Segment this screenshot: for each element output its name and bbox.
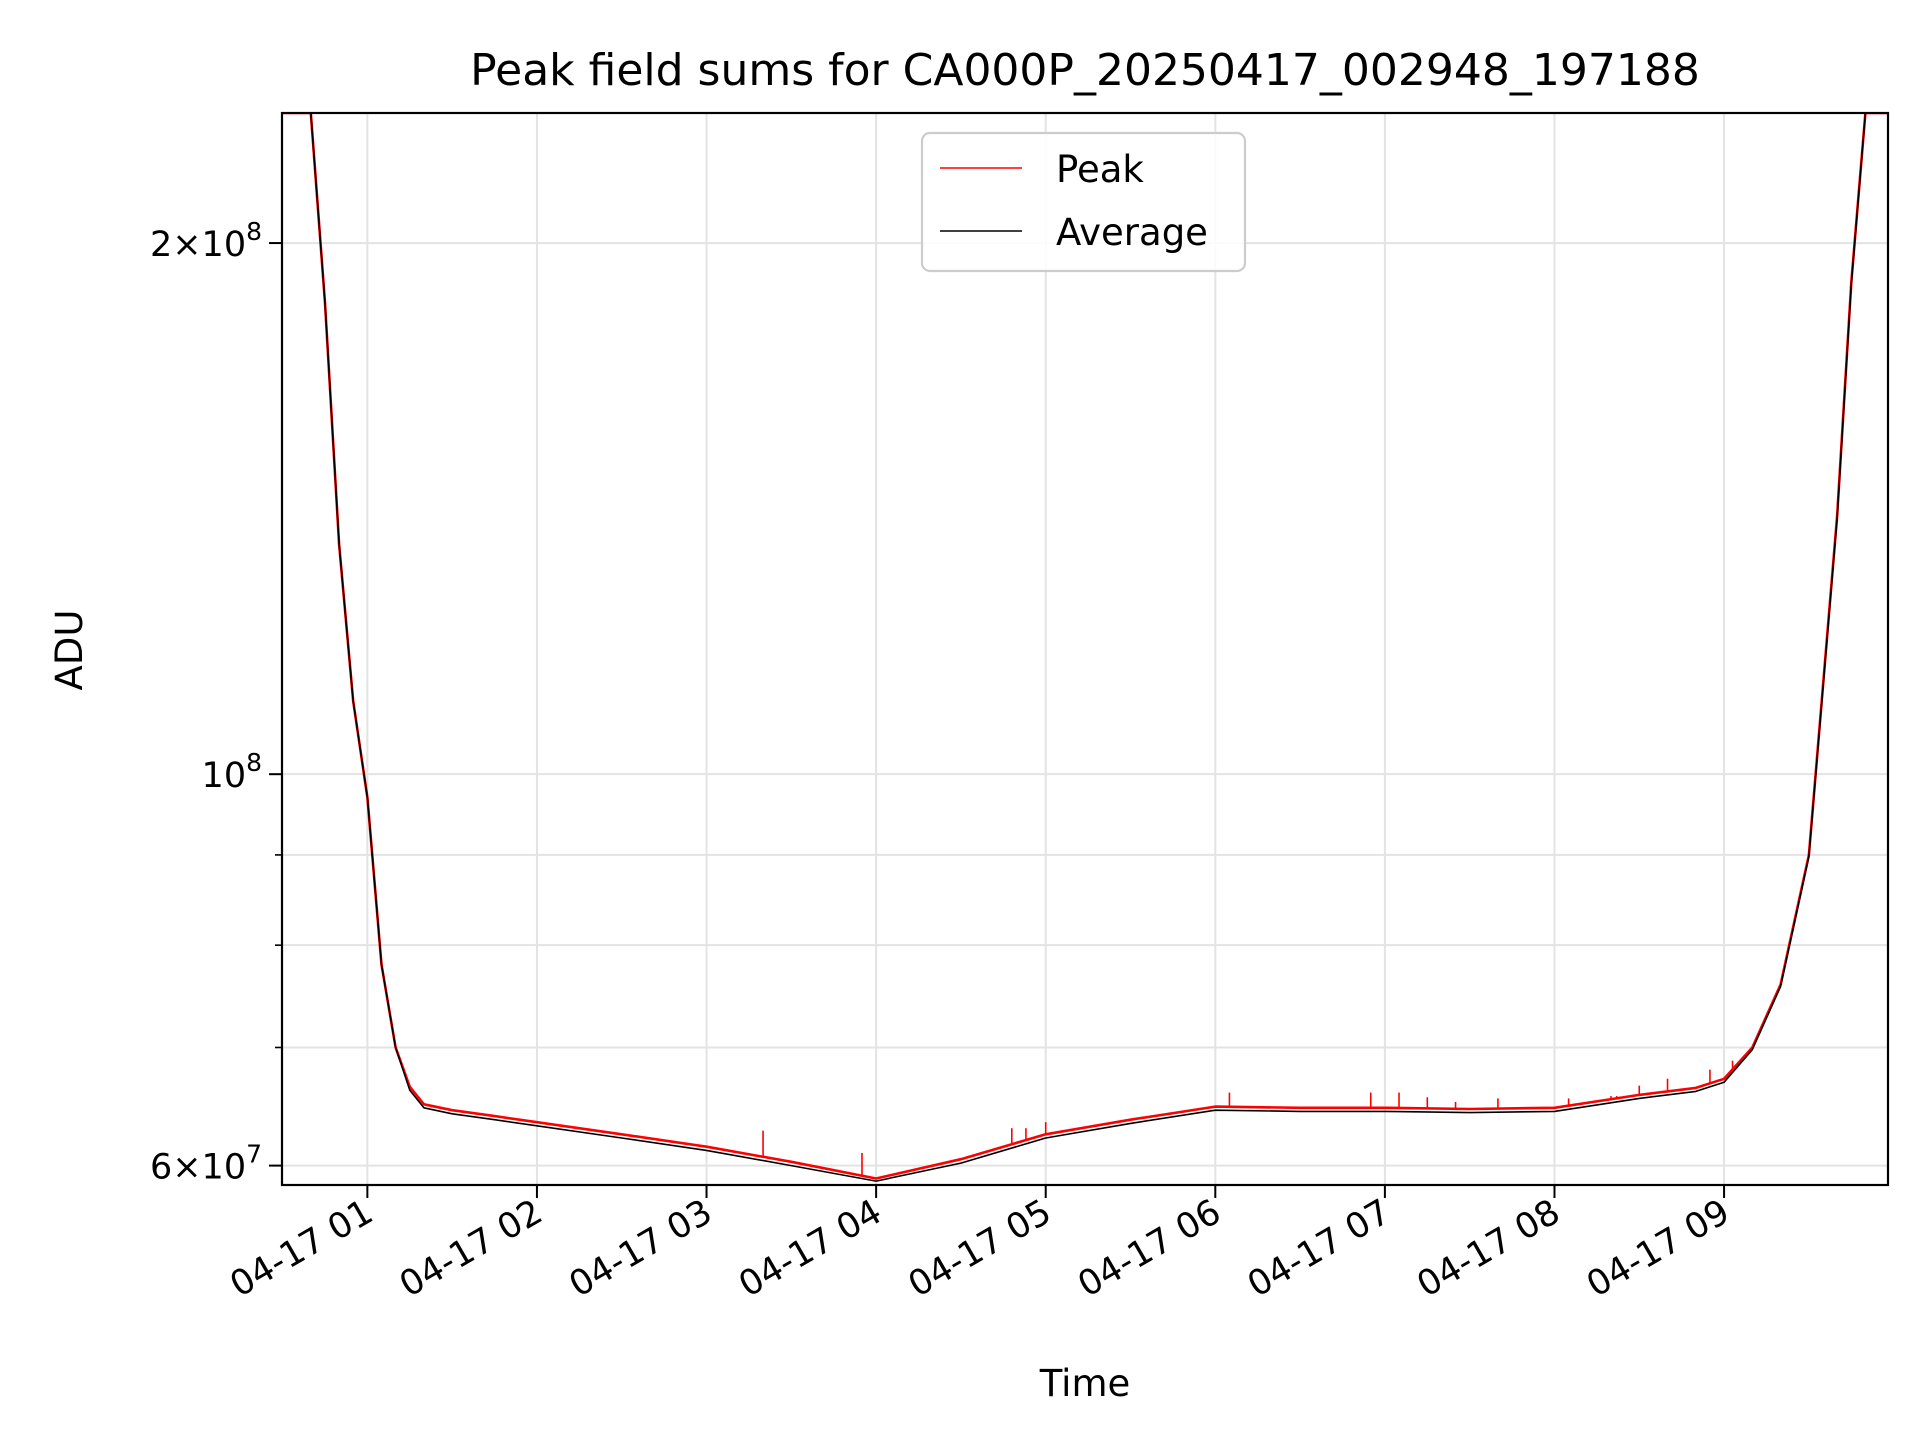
- legend-label-average: Average: [1056, 211, 1208, 254]
- legend-label-peak: Peak: [1056, 148, 1144, 191]
- series-line-average: [282, 113, 1888, 1182]
- y-axis-label: ADU: [48, 610, 91, 691]
- y-tick-label: 108: [202, 748, 262, 796]
- plot-frame: [280, 111, 1890, 1187]
- chart-title: Peak field sums for CA000P_20250417_0029…: [470, 45, 1700, 96]
- series-layer: [282, 113, 1888, 1182]
- y-tick-label: 6×107: [150, 1140, 262, 1188]
- y-axis: 6×107 108 2×108: [150, 217, 282, 1188]
- legend[interactable]: Peak Average: [920, 131, 1247, 273]
- y-tick-label: 2×108: [150, 217, 262, 265]
- x-axis-label: Time: [1039, 1362, 1131, 1405]
